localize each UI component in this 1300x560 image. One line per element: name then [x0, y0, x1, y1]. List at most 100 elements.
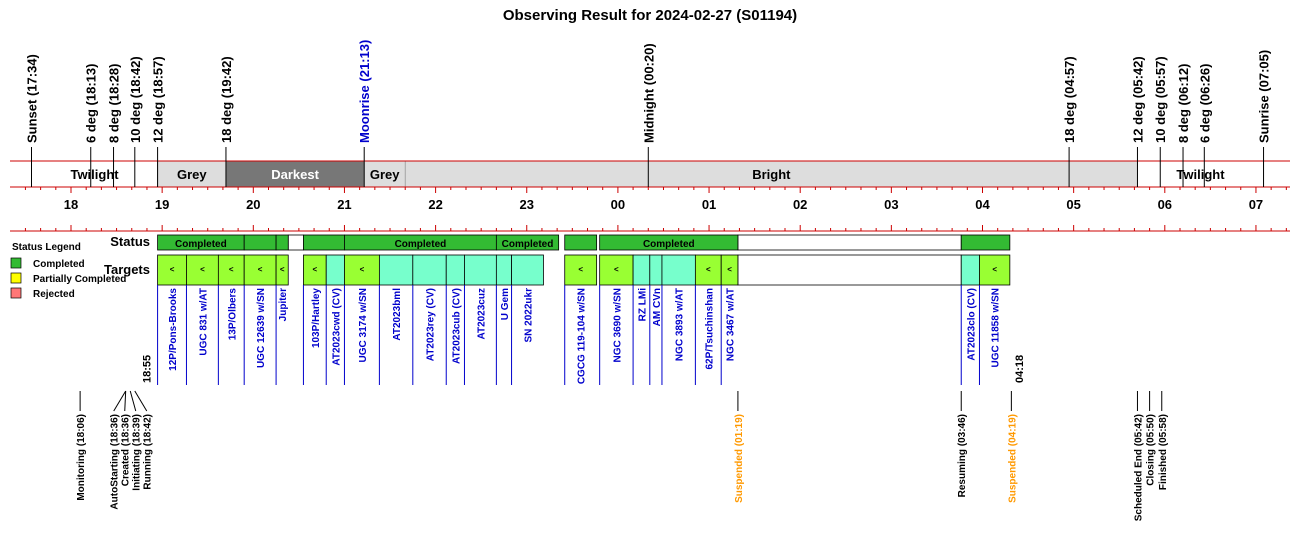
sky-event-label: 10 deg (18:42)	[128, 56, 143, 143]
status-block	[599, 234, 739, 251]
target-label: 12P/Pons-Brooks	[168, 288, 179, 371]
status-block	[564, 234, 598, 251]
hour-tick-label: 04	[975, 197, 990, 212]
sky-event-label: 18 deg (19:42)	[219, 56, 234, 143]
hour-tick-label: 02	[793, 197, 807, 212]
target-block[interactable]	[217, 254, 245, 286]
system-event-tick	[124, 390, 127, 412]
system-event-tick	[134, 390, 148, 412]
target-label: SN 2022ukr	[524, 288, 535, 343]
sky-events: Sunset (17:34) 6 deg (18:13) 8 deg (18:28)…	[25, 40, 1272, 187]
target-block[interactable]	[344, 254, 380, 286]
sky-band-label: Bright	[752, 167, 791, 182]
hour-tick-label: 19	[155, 197, 169, 212]
legend-swatch-partial	[10, 272, 22, 284]
target-marker: <	[992, 265, 997, 274]
legend-swatch-rejected	[10, 287, 22, 299]
hour-tick-label: 20	[246, 197, 260, 212]
time-marker-label: 04:18	[1014, 355, 1026, 383]
target-label: AT2023clo (CV)	[966, 288, 977, 361]
hour-tick-label: 03	[884, 197, 898, 212]
target-label: AT2023rey (CV)	[426, 288, 437, 361]
target-label: AT2023bml	[392, 288, 403, 341]
sky-event-label: 8 deg (18:28)	[107, 64, 122, 143]
target-block[interactable]	[632, 254, 651, 286]
target-label: UGC 831 w/AT	[198, 288, 209, 356]
target-block[interactable]	[495, 254, 512, 286]
target-block[interactable]	[511, 254, 544, 286]
system-event-label: AutoStarting (18:36)	[110, 414, 121, 510]
target-label: NGC 3690 w/SN	[612, 288, 623, 362]
sky-band-grey	[157, 160, 227, 188]
target-block[interactable]	[445, 254, 465, 286]
target-label: 103P/Hartley	[311, 288, 322, 348]
sky-band-label: Darkest	[271, 167, 319, 182]
target-label: UGC 11858 w/SN	[991, 288, 1002, 367]
target-block[interactable]	[661, 254, 696, 286]
status-block	[303, 234, 345, 251]
target-block[interactable]	[325, 254, 345, 286]
target-block[interactable]	[649, 254, 663, 286]
target-marker: <	[360, 265, 365, 274]
targets-row: <12P/Pons-Brooks < UGC 831 w/AT <13P/Olbers…	[157, 254, 1011, 385]
system-event-label: Initiating (18:39)	[132, 414, 143, 491]
hour-tick-label: 07	[1249, 197, 1263, 212]
target-label: AT2023cub (CV)	[451, 288, 462, 364]
sky-band-twilight	[1137, 160, 1264, 188]
target-block[interactable]	[186, 254, 219, 286]
sky-event-label: 12 deg (05:42)	[1130, 56, 1145, 143]
target-block[interactable]	[564, 254, 598, 286]
status-gap	[287, 234, 304, 251]
time-marker-label: 18:55	[142, 355, 154, 383]
status-block-label: Completed	[175, 239, 227, 250]
legend-title: Status Legend	[12, 242, 81, 253]
target-block[interactable]	[378, 254, 414, 286]
hour-tick-label: 00	[611, 197, 625, 212]
chart-title: Observing Result for 2024-02-27 (S01194)	[503, 7, 797, 24]
hour-tick-label: 01	[702, 197, 716, 212]
sky-band-label: Grey	[177, 167, 207, 182]
system-events: Monitoring (18:06) AutoStarting (18:36) Cr…	[76, 390, 1169, 521]
target-block[interactable]	[720, 254, 739, 286]
status-gap	[737, 234, 962, 251]
status-block-label: Completed	[643, 239, 695, 250]
target-marker: <	[312, 265, 317, 274]
sky-band-twilight	[31, 160, 158, 188]
sky-event-label: Moonrise (21:13)	[357, 40, 372, 143]
target-marker: <	[614, 265, 619, 274]
target-label: NGC 3467 w/AT	[726, 288, 737, 361]
sky-event-label: Sunrise (07:05)	[1257, 50, 1272, 143]
system-event-label: Scheduled End (05:42)	[1133, 414, 1144, 521]
target-block[interactable]	[464, 254, 497, 286]
status-row-label: Status	[110, 234, 150, 249]
sky-band-label: Twilight	[70, 167, 119, 182]
target-block[interactable]	[960, 254, 980, 286]
target-block[interactable]	[412, 254, 447, 286]
target-marker: <	[170, 265, 175, 274]
sky-event-label: Midnight (00:20)	[641, 43, 656, 143]
legend-label: Rejected	[33, 289, 75, 300]
target-label: U Gem	[500, 288, 511, 320]
status-block	[495, 234, 560, 251]
sky-event-label: 12 deg (18:57)	[151, 56, 166, 143]
target-block[interactable]	[979, 254, 1011, 286]
sky-band-label: Twilight	[1176, 167, 1225, 182]
system-event-label: Suspended (01:19)	[734, 414, 745, 503]
target-block[interactable]	[275, 254, 289, 286]
target-label: NGC 3893 w/AT	[675, 288, 686, 361]
target-label: AT2023cuz	[476, 288, 487, 340]
sky-event-label: 6 deg (06:26)	[1197, 64, 1212, 143]
system-event-tick	[113, 390, 127, 412]
time-markers: 18:55 04:18	[142, 355, 1026, 383]
target-marker: <	[258, 265, 263, 274]
system-event-label: Resuming (03:46)	[957, 414, 968, 497]
system-event-label: Created (18:36)	[121, 414, 132, 486]
target-marker: <	[280, 265, 285, 274]
sky-event-label: 6 deg (18:13)	[84, 64, 99, 143]
sky-event-label: 18 deg (04:57)	[1062, 56, 1077, 143]
target-block[interactable]	[599, 254, 634, 286]
system-event-label: Monitoring (18:06)	[76, 414, 87, 501]
hour-tick-label: 21	[337, 197, 351, 212]
target-label: 62P/Tsuchinshan	[704, 288, 715, 370]
